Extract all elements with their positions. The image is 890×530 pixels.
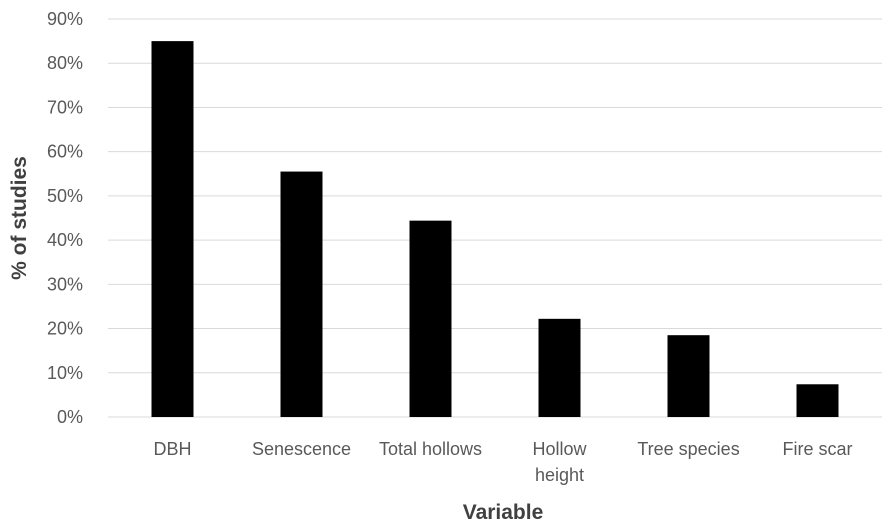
x-tick-label: height — [535, 465, 584, 485]
x-tick-label: Hollow — [532, 439, 587, 459]
y-axis-ticks: 0% 10% 20% 30% 40% 50% 60% 70% 80% 90% — [47, 9, 83, 427]
y-tick-label: 60% — [47, 142, 83, 162]
x-axis-ticks: DBH Senescence Total hollows Hollow height Tr… — [153, 439, 852, 485]
x-axis-title: Variable — [463, 501, 544, 524]
bar — [409, 220, 452, 417]
bar — [667, 335, 710, 417]
bar — [151, 41, 194, 417]
bar — [280, 171, 323, 417]
y-tick-label: 30% — [47, 274, 83, 294]
y-tick-label: 50% — [47, 186, 83, 206]
x-tick-label: Senescence — [252, 439, 351, 459]
y-tick-label: 70% — [47, 97, 83, 117]
gridlines — [108, 18, 882, 418]
y-tick-label: 0% — [57, 407, 83, 427]
y-axis-title: % of studies — [8, 156, 31, 280]
y-tick-label: 80% — [47, 53, 83, 73]
x-tick-label: DBH — [153, 439, 191, 459]
y-tick-label: 20% — [47, 319, 83, 339]
y-tick-label: 40% — [47, 230, 83, 250]
x-tick-label: Fire scar — [782, 439, 852, 459]
bar — [538, 318, 581, 417]
bars — [151, 41, 839, 417]
x-tick-label: Total hollows — [379, 439, 482, 459]
x-tick-label: Tree species — [637, 439, 739, 459]
y-tick-label: 90% — [47, 9, 83, 29]
y-tick-label: 10% — [47, 363, 83, 383]
bar — [796, 384, 839, 417]
